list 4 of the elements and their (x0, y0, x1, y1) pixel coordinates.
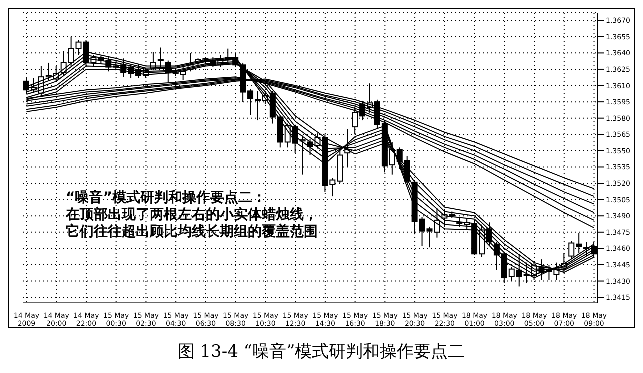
text: 图 13-4 “噪音”模式研判和操作要点二 (176, 341, 466, 363)
annotation: 在顶部出现了两根左右的小实体蜡烛线， (66, 207, 318, 224)
annotation: “噪音”模式研判和操作要点二： (66, 190, 266, 206)
annotation: 它们往往超出顾比均线长期组的覆盖范围 (66, 224, 318, 241)
